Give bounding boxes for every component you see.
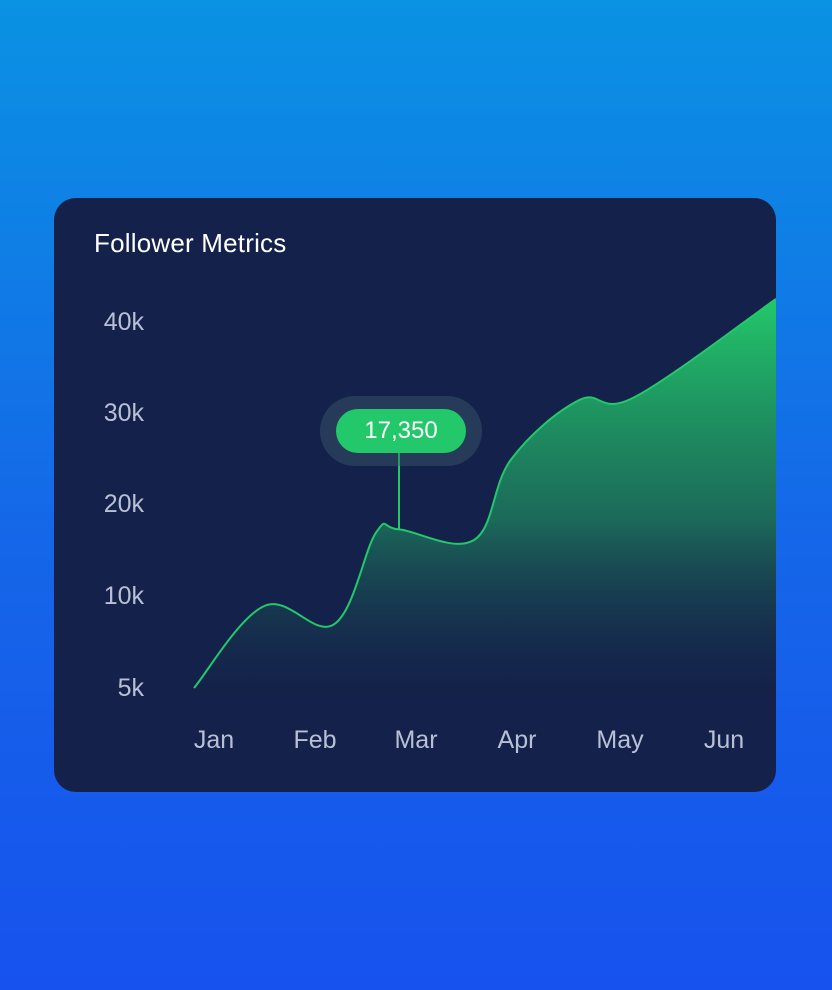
- series-line: [193, 298, 776, 689]
- y-tick-30k: 30k: [103, 399, 144, 427]
- x-tick-apr: Apr: [497, 726, 537, 754]
- series-area: [194, 299, 776, 698]
- value-tooltip[interactable]: 17,350: [336, 409, 466, 453]
- x-tick-may: May: [596, 726, 644, 754]
- y-tick-5k: 5k: [117, 674, 144, 702]
- y-tick-40k: 40k: [103, 308, 144, 336]
- y-tick-20k: 20k: [103, 490, 144, 518]
- x-tick-mar: Mar: [394, 726, 438, 754]
- chart-plot: [193, 298, 776, 698]
- chart-card: Follower Metrics 40k 30k 20k 10k 5k 17,3…: [54, 198, 776, 792]
- y-tick-10k: 10k: [103, 582, 144, 610]
- chart-title: Follower Metrics: [94, 228, 287, 258]
- x-tick-jan: Jan: [193, 726, 235, 754]
- x-tick-feb: Feb: [293, 726, 337, 754]
- x-tick-jun: Jun: [703, 726, 745, 754]
